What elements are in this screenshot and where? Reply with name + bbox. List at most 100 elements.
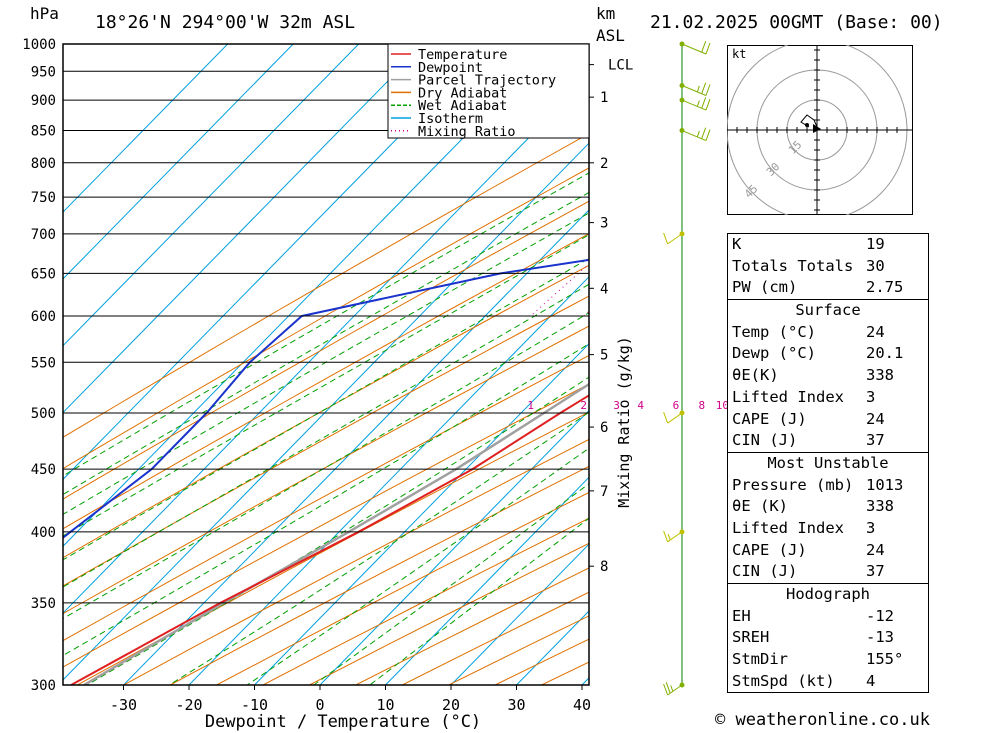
wind-barb-flag	[705, 42, 711, 55]
hodograph: kt 15 30 45	[727, 45, 913, 215]
pressure-label-950: 950	[31, 64, 56, 80]
wind-barb-shaft	[667, 684, 683, 696]
dewpoint-curve	[63, 258, 589, 540]
wind-barb-flag	[705, 129, 711, 141]
hodograph-trace	[800, 114, 819, 130]
wet-adiabat-line	[63, 257, 589, 561]
x-axis-label: Dewpoint / Temperature (°C)	[205, 712, 481, 732]
hodo-row-sreh: SREH -13	[732, 628, 894, 647]
surface-row-dewp: Dewp (°C) 20.1	[732, 344, 904, 363]
legend-label: Dewpoint	[418, 60, 483, 76]
temperature-curve	[70, 394, 589, 685]
wind-barb-flag	[663, 683, 669, 696]
indices-row-k: K 19	[732, 235, 885, 253]
mu-row-theta-e: θE (K) 338	[732, 497, 894, 516]
x-tick-label: -30	[110, 696, 137, 714]
wet-adiabat-line	[63, 234, 589, 537]
mixing-ratio-axis-label: Mixing Ratio (g/kg)	[615, 336, 633, 508]
mixing-ratio-value: 10	[716, 399, 729, 412]
x-tick-label: 40	[573, 696, 591, 714]
mu-row-cape: CAPE (J) 24	[732, 540, 885, 559]
x-tick-label: 20	[442, 696, 460, 714]
km-tick-label: 4	[600, 281, 608, 297]
wet-adiabat-line	[168, 411, 589, 685]
mixing-ratio-value: 6	[673, 399, 680, 412]
wind-barb-flag	[663, 232, 669, 245]
pressure-label-800: 800	[31, 156, 56, 172]
hpa-unit-label: hPa	[30, 4, 59, 23]
legend-label: Isotherm	[418, 111, 483, 127]
hodo-row-eh: EH -12	[732, 606, 894, 625]
isotherm-line	[63, 75, 589, 614]
hodo-row-stmspd: StmSpd (kt) 4	[732, 671, 876, 690]
x-tick-label: -20	[175, 696, 202, 714]
pressure-label-600: 600	[31, 309, 56, 325]
legend-label: Parcel Trajectory	[418, 73, 556, 89]
isotherm-line	[63, 142, 589, 681]
most-unstable-heading: Most Unstable	[767, 453, 889, 472]
wind-barb-half	[696, 130, 700, 138]
surface-row-theta-e: θE(K) 338	[732, 366, 894, 385]
asl-unit-label: ASL	[596, 26, 625, 45]
isotherm-line	[385, 476, 589, 685]
surface-row-lifted-index: Lifted Index 3	[732, 387, 876, 406]
storm-motion-marker	[813, 124, 821, 133]
pressure-label-700: 700	[31, 227, 56, 243]
dry-adiabat-line	[63, 132, 589, 438]
wet-adiabat-line	[63, 283, 589, 588]
dry-adiabat-line	[63, 383, 589, 668]
pressure-label-400: 400	[31, 525, 56, 541]
surface-heading: Surface	[795, 301, 861, 320]
hodograph-point	[805, 123, 809, 127]
km-tick-label: 3	[600, 216, 608, 232]
wind-barb-shaft	[667, 412, 683, 424]
isotherm-line	[254, 342, 589, 685]
isotherm-line	[123, 209, 589, 685]
isotherm-line	[63, 44, 556, 547]
datetime-title: 21.02.2025 00GMT (Base: 00)	[650, 12, 943, 33]
wind-barbs	[663, 41, 711, 696]
pressure-label-450: 450	[31, 462, 56, 478]
pressure-label-350: 350	[31, 596, 56, 612]
wind-barb-flag	[663, 411, 669, 424]
isotherm-line	[450, 543, 589, 685]
dry-adiabat-line	[216, 491, 589, 685]
pressure-label-500: 500	[31, 406, 56, 422]
wind-barb-flag	[665, 682, 671, 694]
location-title: 18°26'N 294°00'W 32m ASL	[95, 12, 356, 33]
legend-label: Mixing Ratio	[418, 124, 516, 140]
indices-row-totals: Totals Totals 30	[732, 256, 885, 275]
mixing-ratio-value: 8	[698, 399, 705, 412]
surface-row-temp: Temp (°C) 24	[732, 322, 885, 341]
dry-adiabat-line	[123, 438, 589, 685]
isotherm-line	[63, 44, 294, 280]
wind-barb-shaft	[667, 233, 683, 245]
pressure-label-750: 750	[31, 190, 56, 206]
mixing-ratio-value: 3	[613, 399, 620, 412]
km-tick-label: LCL	[608, 58, 633, 74]
x-tick-label: 0	[315, 696, 324, 714]
x-tick-label: -10	[241, 696, 268, 714]
isotherm-line	[63, 44, 229, 213]
km-tick-label: 1	[600, 90, 608, 106]
dry-adiabat-line	[77, 411, 589, 685]
dry-adiabat-line	[63, 354, 589, 642]
isotherm-line	[319, 409, 589, 685]
hodograph-unit-label: kt	[732, 47, 746, 61]
hodograph-table-heading: Hodograph	[786, 585, 870, 603]
indices-row-pw: PW (cm) 2.75	[732, 278, 904, 297]
surface-row-cin: CIN (J) 37	[732, 431, 885, 450]
mixing-ratio-value: 1	[527, 399, 534, 412]
km-tick-label: 6	[600, 420, 608, 436]
km-tick-label: 5	[600, 348, 608, 364]
pressure-label-650: 650	[31, 266, 56, 282]
dry-adiabat-line	[63, 325, 589, 615]
km-tick-label: 2	[600, 156, 608, 172]
wind-barb-shaft	[681, 43, 707, 55]
copyright-notice[interactable]: © weatheronline.co.uk	[715, 710, 930, 730]
hodo-row-stmdir: StmDir 155°	[732, 650, 904, 669]
dry-adiabat-line	[63, 167, 589, 470]
wind-barb-shaft	[681, 85, 707, 96]
